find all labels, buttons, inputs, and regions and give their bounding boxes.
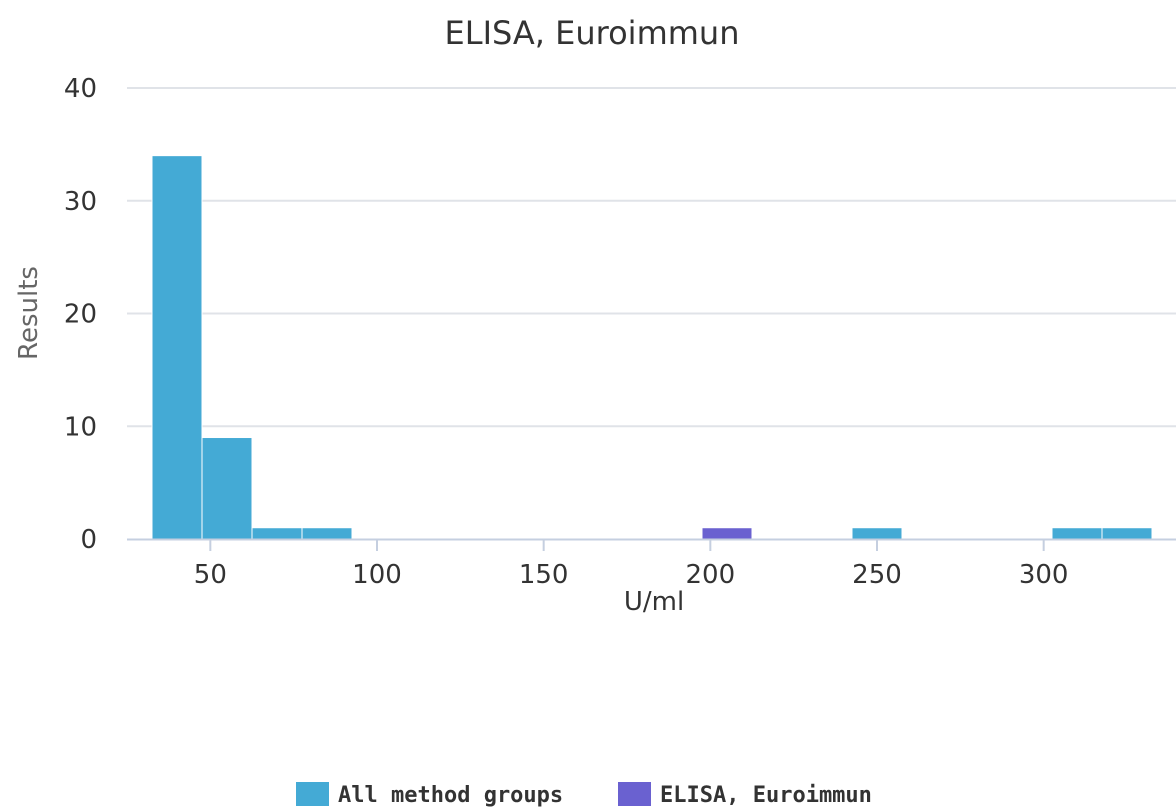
x-tick-label: 50 xyxy=(194,560,227,590)
histogram-bar[interactable] xyxy=(851,527,903,540)
grid-lines xyxy=(127,87,1176,428)
x-axis xyxy=(127,538,1176,551)
legend: All method groups ELISA, Euroimmun xyxy=(296,782,872,808)
x-tick-label: 300 xyxy=(1019,560,1069,590)
legend-swatch xyxy=(296,782,329,806)
y-tick-label: 10 xyxy=(64,412,97,442)
chart-title: ELISA, Euroimmun xyxy=(445,14,740,52)
legend-label: ELISA, Euroimmun xyxy=(660,783,872,808)
histogram-bar[interactable] xyxy=(251,527,303,540)
y-tick-label: 30 xyxy=(64,187,97,217)
legend-item[interactable]: All method groups xyxy=(296,782,563,808)
x-tick-label: 200 xyxy=(686,560,736,590)
histogram-bar[interactable] xyxy=(151,155,203,540)
y-tick-label: 20 xyxy=(64,300,97,330)
x-tick-label: 100 xyxy=(352,560,402,590)
bars-layer xyxy=(151,155,1153,540)
x-axis-title: U/ml xyxy=(624,587,684,617)
x-tick-label: 150 xyxy=(519,560,569,590)
y-tick-label: 40 xyxy=(64,74,97,104)
tick-labels: 0 10 20 30 40 50 100 150 200 250 300 xyxy=(64,74,1069,590)
legend-item[interactable]: ELISA, Euroimmun xyxy=(618,782,872,808)
histogram-bar[interactable] xyxy=(301,527,353,540)
legend-swatch xyxy=(618,782,651,806)
histogram-bar[interactable] xyxy=(701,527,753,540)
histogram-bar[interactable] xyxy=(201,437,253,540)
x-tick-label: 250 xyxy=(852,560,902,590)
legend-label: All method groups xyxy=(338,783,563,808)
histogram-bar[interactable] xyxy=(1101,527,1153,540)
histogram-bar[interactable] xyxy=(1051,527,1103,540)
y-axis-title: Results xyxy=(14,266,44,360)
y-tick-label: 0 xyxy=(80,525,97,555)
